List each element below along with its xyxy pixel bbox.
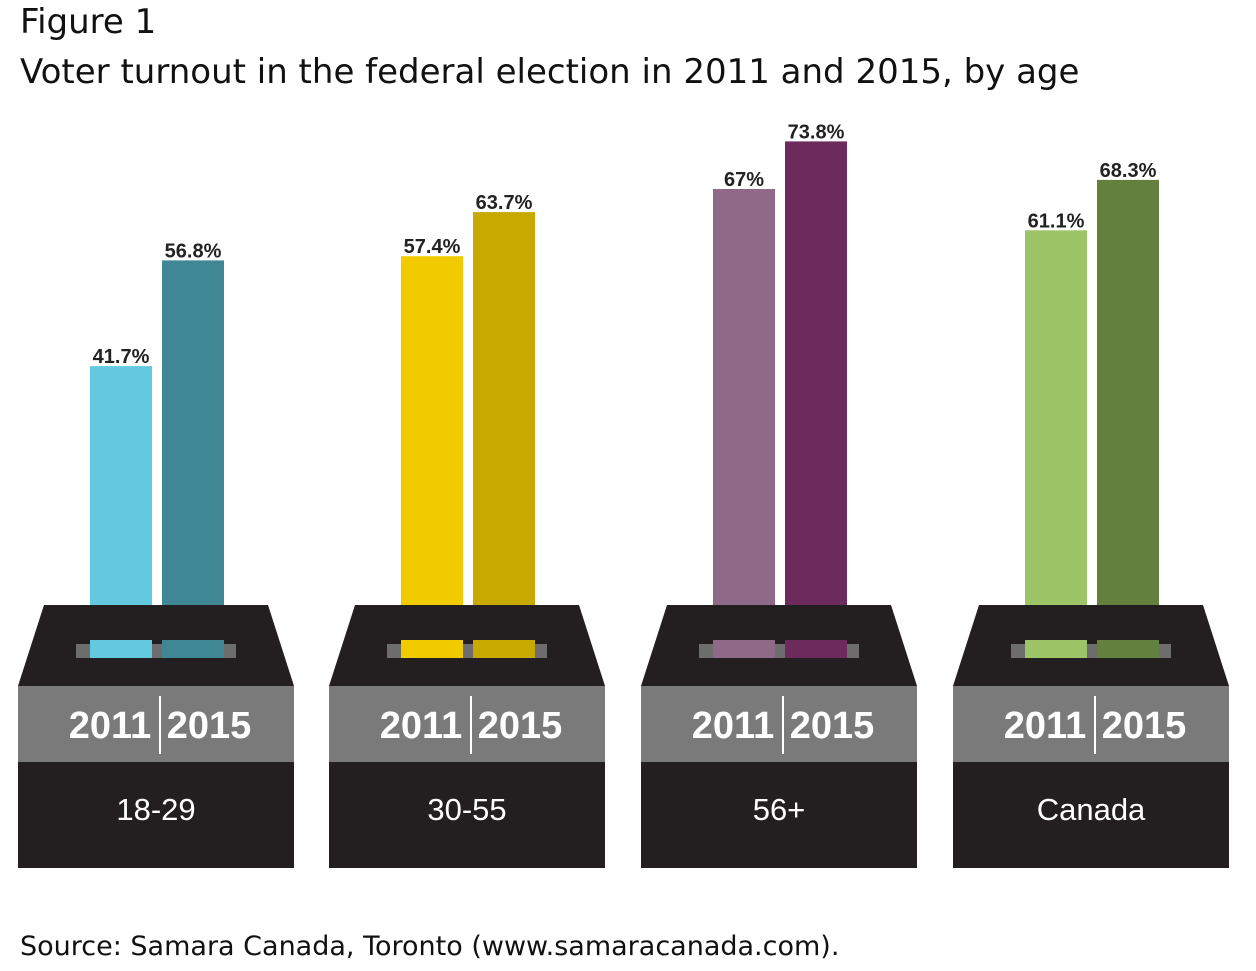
data-label-56-2015: 73.8% [788,121,845,143]
year-band [953,686,1229,762]
year-band [18,686,294,762]
year-band [641,686,917,762]
group-30-55: 57.4% 63.7% 2011 2015 30-55 [329,192,605,868]
year-label-2011: 2011 [380,705,462,747]
year-band [329,686,605,762]
bar-base-56-2015 [785,640,847,658]
year-label-2015: 2015 [478,705,563,747]
data-label-18-29-2015: 56.8% [165,240,222,262]
year-label-2011: 2011 [69,705,151,747]
data-label-30-55-2015: 63.7% [476,192,533,214]
ballot-box-body [641,762,917,868]
category-label-canada: Canada [1037,792,1146,827]
data-label-56-2011: 67% [724,169,764,191]
year-label-2011: 2011 [692,705,774,747]
bar-base-30-55-2015 [473,640,535,658]
data-label-canada-2015: 68.3% [1100,160,1157,182]
group-56: 67% 73.8% 2011 2015 56+ [641,121,917,868]
bar-base-canada-2011 [1025,640,1087,658]
year-label-2011: 2011 [1004,705,1086,747]
ballot-box-body [329,762,605,868]
bar-base-56-2011 [713,640,775,658]
data-label-canada-2011: 61.1% [1028,210,1085,232]
category-label-30-55: 30-55 [427,792,506,827]
ballot-box-body [953,762,1229,868]
year-label-2015: 2015 [1102,705,1187,747]
bar-base-canada-2015 [1097,640,1159,658]
chart-title: Voter turnout in the federal election in… [20,52,1080,92]
ballot-box-body [18,762,294,868]
source-note: Source: Samara Canada, Toronto (www.sama… [20,931,840,962]
data-label-30-55-2011: 57.4% [404,236,461,258]
bar-canada-2015 [1097,179,1159,660]
data-label-18-29-2011: 41.7% [93,346,150,368]
year-label-2015: 2015 [790,705,875,747]
bar-56-2011 [713,189,775,660]
bar-56-2015 [785,141,847,660]
bar-base-18-29-2011 [90,640,152,658]
category-label-56: 56+ [753,792,806,827]
group-canada: 61.1% 68.3% 2011 2015 Canada [953,160,1229,868]
year-label-2015: 2015 [167,705,252,747]
category-label-18-29: 18-29 [116,792,195,827]
bar-canada-2011 [1025,230,1087,661]
bar-base-30-55-2011 [401,640,463,658]
bar-30-55-2015 [473,212,535,660]
bar-30-55-2011 [401,256,463,660]
bar-18-29-2015 [162,260,224,660]
group-18-29: 41.7% 56.8% 2011 2015 18-29 [18,240,294,868]
bar-base-18-29-2015 [162,640,224,658]
figure-label: Figure 1 [20,2,157,42]
